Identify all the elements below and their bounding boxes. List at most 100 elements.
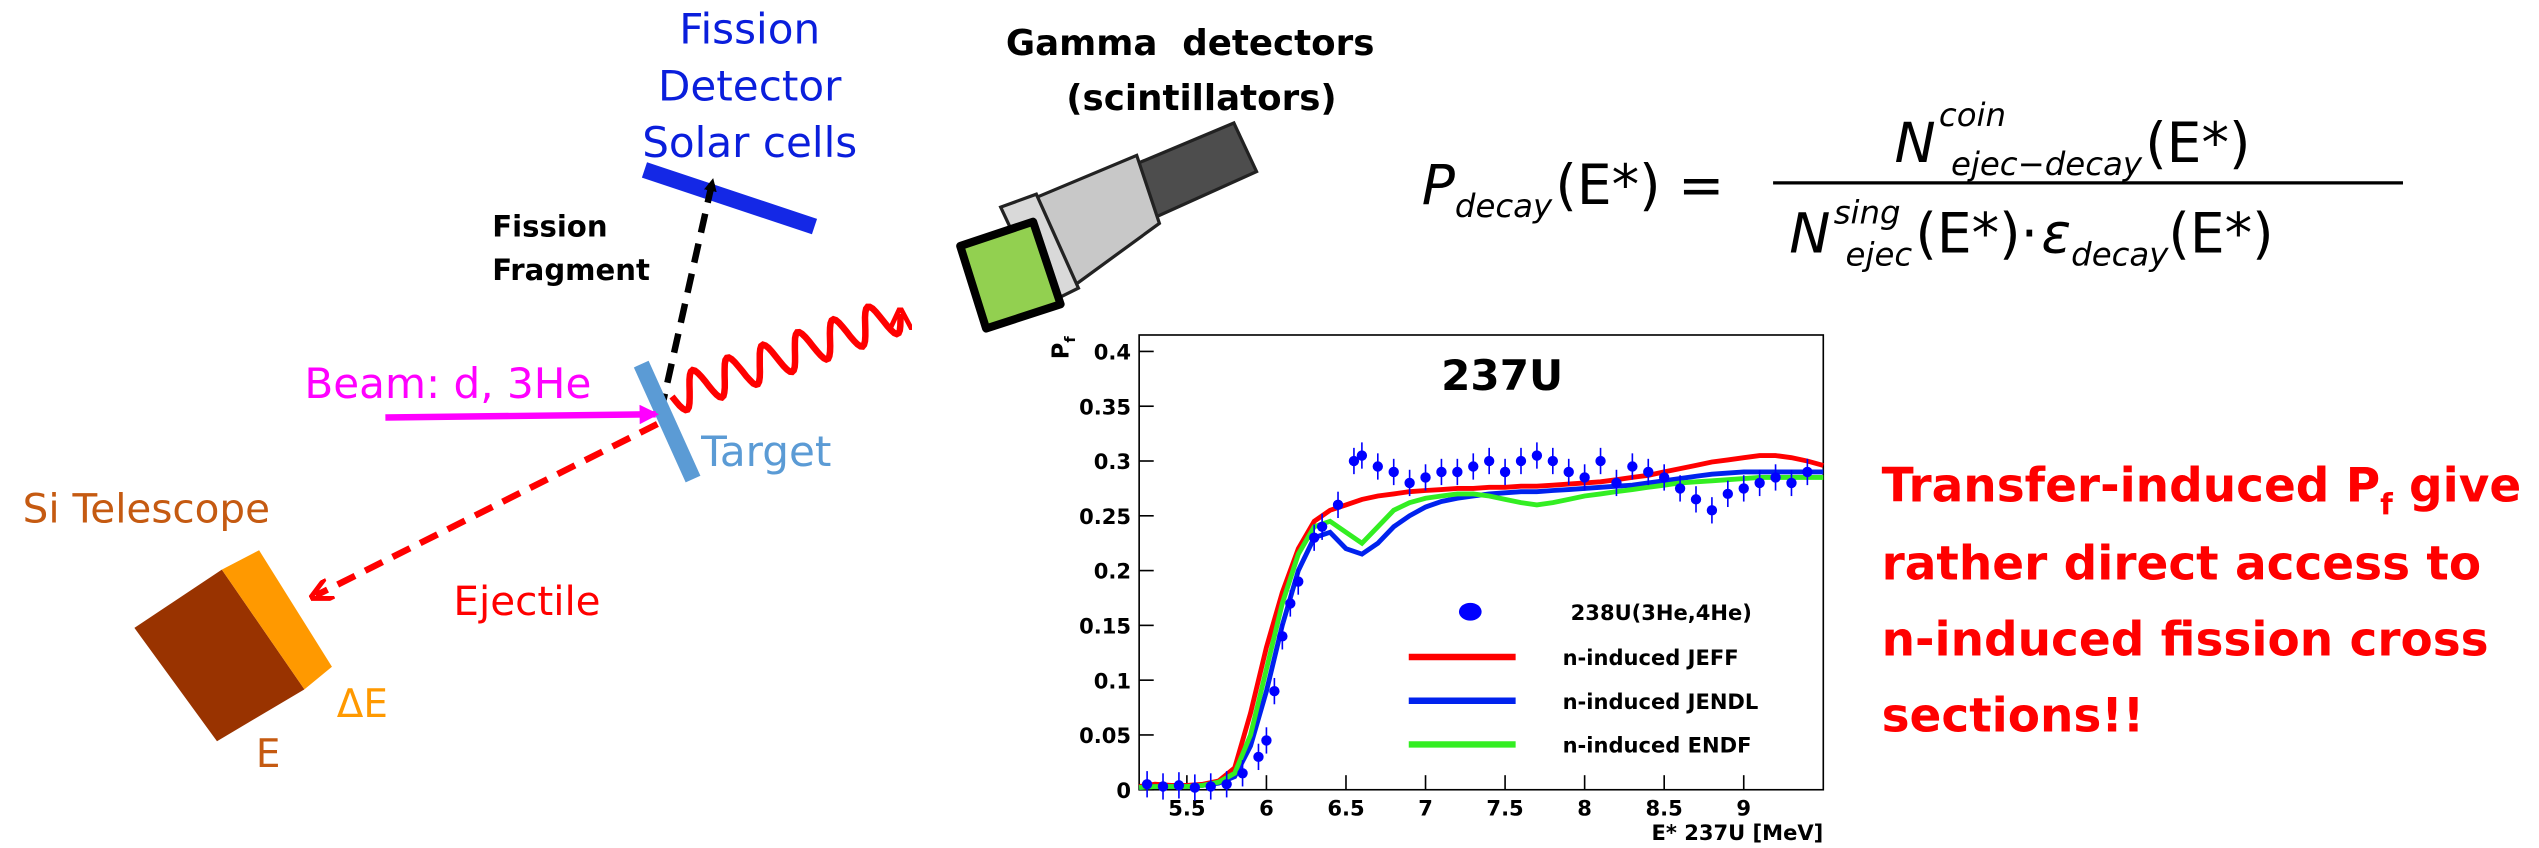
label: Gamma detectors [1006,23,1375,64]
data-point [1293,576,1303,586]
data-point [1206,781,1216,791]
data-point [1142,779,1152,789]
data-point [1611,478,1621,488]
label: (scintillators) [1066,78,1336,119]
data-point [1532,450,1542,460]
data-point [1564,467,1574,477]
legend-label: n-induced JENDL [1563,689,1759,714]
x-tick-label: 6.5 [1327,796,1364,821]
x-tick-label: 8 [1577,796,1592,821]
gamma-label: Gamma detectors (scintillators) [1006,23,1375,119]
data-point [1691,494,1701,504]
ejectile-arrow [316,424,658,596]
data-point [1754,478,1764,488]
data-point [1770,472,1780,482]
data-point [1309,533,1319,543]
fission-detector-label: Fission Detector Solar cells [642,5,857,167]
label: Fragment [492,253,650,287]
scintillator [960,123,1256,329]
note-line: sections!! [1882,688,2145,743]
data-point [1675,483,1685,493]
data-point [1579,472,1589,482]
data-point [1786,478,1796,488]
data-point [1707,505,1717,515]
y-tick-label: 0.4 [1094,340,1131,365]
data-point [1548,456,1558,466]
target-label: Target [700,427,831,476]
beam-arrow [385,414,655,417]
data-point [1285,598,1295,608]
gamma-ray [672,307,900,410]
data-point [1723,489,1733,499]
data-point [1158,781,1168,791]
y-axis-label: Pf [1049,336,1079,360]
e-label: E [256,732,281,777]
label: Solar cells [642,118,857,167]
y-tick-label: 0 [1116,778,1131,803]
slide: Fission Detector Solar cells Gamma detec… [0,0,2539,848]
chart: E* 237U [MeV] Pf 5.5 6 6.5 7 7.5 8 8.5 9 0 0.05 0.… [1049,335,1824,845]
data-point [1269,686,1279,696]
legend-label: n-induced ENDF [1563,733,1752,758]
note-line: rather direct access to [1882,536,2482,591]
x-axis-label: E* 237U [MeV] [1652,820,1824,845]
note-line: n-induced fission cross [1882,612,2489,667]
legend-label: n-induced JEFF [1563,645,1739,670]
label: Detector [658,61,842,110]
telescope-label: Si Telescope [23,485,270,533]
data-point [1261,735,1271,745]
y-tick-label: 0.1 [1094,668,1131,693]
data-point [1627,461,1637,471]
data-point [1190,782,1200,792]
data-point [1452,467,1462,477]
solar-cell-detector [644,170,814,227]
label: Fission [679,5,820,54]
data-point [1277,631,1287,641]
data-point [1739,483,1749,493]
fragment-label: Fission Fragment [492,209,650,287]
x-tick-label: 7 [1418,796,1433,821]
data-point [1373,461,1383,471]
data-point [1802,467,1812,477]
y-tick-label: 0.15 [1079,613,1131,638]
delta-e-label: ΔE [337,682,388,727]
data-point [1174,780,1184,790]
data-point [1468,461,1478,471]
x-tick-label: 5.5 [1168,796,1205,821]
plot-frame [1139,335,1823,790]
formula-text: Pdecay(E*) = [1422,153,1725,225]
data-point [1659,472,1669,482]
x-tick-label: 9 [1736,796,1751,821]
x-tick-label: 7.5 [1486,796,1523,821]
beam-label: Beam: d, 3He [304,359,591,408]
chart-title: 237U [1441,351,1563,400]
label: Fission [492,209,607,243]
data-point [1221,779,1231,789]
x-tick-label: 8.5 [1646,796,1683,821]
data-point [1389,467,1399,477]
y-tick-label: 0.3 [1094,449,1131,474]
y-tick-label: 0.05 [1079,723,1131,748]
data-point [1420,472,1430,482]
x-tick-label: 6 [1259,796,1274,821]
y-tick-label: 0.35 [1079,394,1131,419]
data-point [1436,467,1446,477]
legend-label: 238U(3He,4He) [1571,600,1752,625]
data-point [1500,467,1510,477]
data-point [1317,522,1327,532]
y-tick-label: 0.2 [1094,559,1131,584]
data-point [1643,467,1653,477]
legend-marker [1459,603,1482,621]
data-point [1237,768,1247,778]
y-tick-label: 0.25 [1079,504,1131,529]
ejectile-label: Ejectile [453,577,600,625]
data-point [1404,478,1414,488]
data-point [1484,456,1494,466]
data-point [1357,450,1367,460]
data-point [1253,752,1263,762]
